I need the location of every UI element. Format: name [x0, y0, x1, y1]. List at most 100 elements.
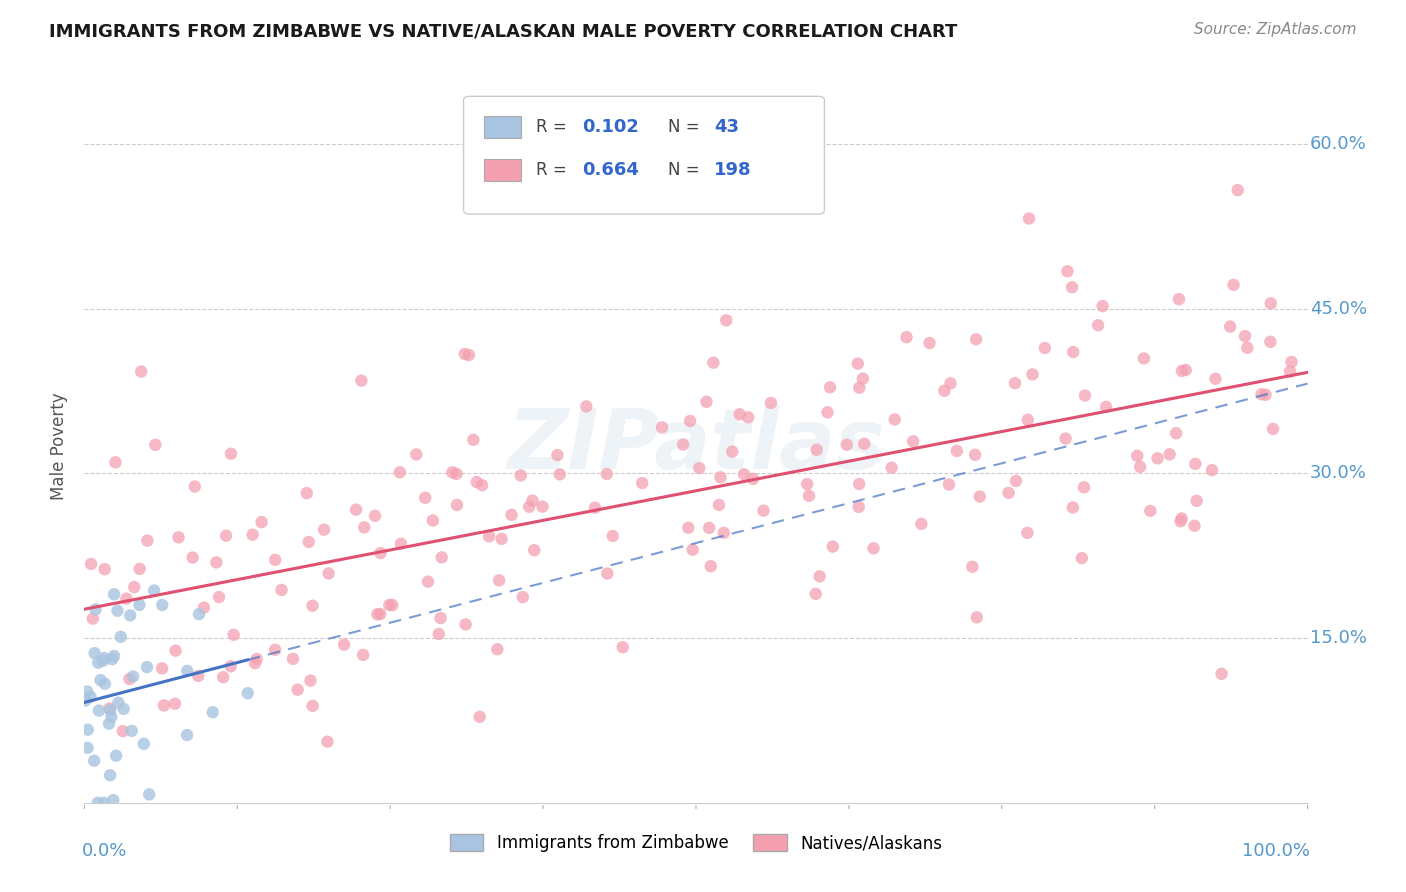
Point: [122, 580, 145, 594]
Point: [370, 546, 392, 560]
Point: [1018, 211, 1040, 226]
Point: [107, 604, 129, 618]
Text: ZIPatlas: ZIPatlas: [508, 406, 884, 486]
Point: [344, 502, 367, 516]
Point: [1279, 364, 1302, 378]
Point: [98, 768, 121, 782]
Point: [938, 477, 960, 491]
Point: [167, 530, 190, 544]
Point: [422, 514, 444, 528]
Point: [89, 673, 111, 687]
Y-axis label: Male Poverty: Male Poverty: [51, 392, 69, 500]
Point: [416, 574, 439, 589]
Point: [287, 682, 309, 697]
Point: [138, 788, 160, 802]
Point: [697, 521, 720, 535]
Point: [862, 541, 884, 556]
Text: N =: N =: [668, 118, 704, 136]
Point: [1070, 551, 1092, 566]
Point: [531, 500, 554, 514]
Point: [1166, 426, 1188, 441]
Point: [742, 472, 765, 486]
Text: 100.0%: 100.0%: [1241, 842, 1310, 860]
Point: [205, 555, 228, 569]
Point: [818, 380, 841, 394]
Point: [997, 486, 1019, 500]
Text: 0.0%: 0.0%: [82, 842, 128, 860]
Point: [188, 607, 211, 622]
Point: [796, 477, 818, 491]
Point: [163, 697, 186, 711]
Point: [939, 376, 962, 391]
Point: [94, 677, 117, 691]
Point: [1234, 329, 1257, 343]
Point: [1170, 511, 1192, 525]
Point: [105, 748, 128, 763]
Point: [87, 796, 110, 810]
Point: [242, 527, 264, 541]
Point: [110, 630, 132, 644]
Point: [128, 562, 150, 576]
Text: 60.0%: 60.0%: [1310, 135, 1367, 153]
Point: [1074, 388, 1097, 402]
Point: [602, 529, 624, 543]
Point: [333, 638, 356, 652]
Point: [79, 690, 101, 704]
Point: [103, 587, 125, 601]
Point: [522, 493, 544, 508]
Point: [1254, 388, 1277, 402]
Point: [733, 467, 755, 482]
Point: [468, 710, 491, 724]
Point: [523, 543, 546, 558]
Point: [702, 356, 724, 370]
Point: [1236, 341, 1258, 355]
Point: [1185, 493, 1208, 508]
Point: [463, 433, 485, 447]
Point: [101, 652, 124, 666]
Point: [98, 716, 121, 731]
Point: [1056, 264, 1078, 278]
Point: [1126, 449, 1149, 463]
Point: [118, 672, 141, 686]
Point: [80, 557, 103, 571]
Point: [1033, 341, 1056, 355]
Point: [1260, 296, 1282, 310]
Point: [270, 582, 292, 597]
Point: [678, 521, 700, 535]
Point: [1017, 413, 1039, 427]
Text: 43: 43: [714, 118, 740, 136]
Point: [852, 372, 875, 386]
Point: [821, 540, 844, 554]
Point: [82, 612, 104, 626]
Point: [299, 673, 322, 688]
Point: [707, 498, 730, 512]
Text: 0.664: 0.664: [582, 161, 640, 178]
Point: [471, 191, 494, 205]
Point: [1184, 457, 1206, 471]
Point: [136, 660, 159, 674]
Point: [728, 407, 751, 421]
Point: [1139, 504, 1161, 518]
Point: [1211, 666, 1233, 681]
Point: [752, 503, 775, 517]
Point: [966, 610, 988, 624]
Text: R =: R =: [536, 161, 572, 178]
Point: [853, 436, 876, 450]
Point: [301, 599, 323, 613]
FancyBboxPatch shape: [484, 116, 522, 137]
Point: [596, 467, 619, 481]
Point: [471, 478, 494, 492]
Point: [132, 737, 155, 751]
Point: [1004, 376, 1026, 391]
Point: [76, 684, 98, 698]
Point: [454, 617, 477, 632]
Point: [295, 486, 318, 500]
Point: [314, 523, 336, 537]
Point: [441, 465, 464, 479]
Point: [880, 460, 903, 475]
Point: [87, 704, 110, 718]
Point: [848, 477, 870, 491]
Point: [1159, 447, 1181, 461]
Point: [713, 525, 735, 540]
Point: [264, 643, 287, 657]
